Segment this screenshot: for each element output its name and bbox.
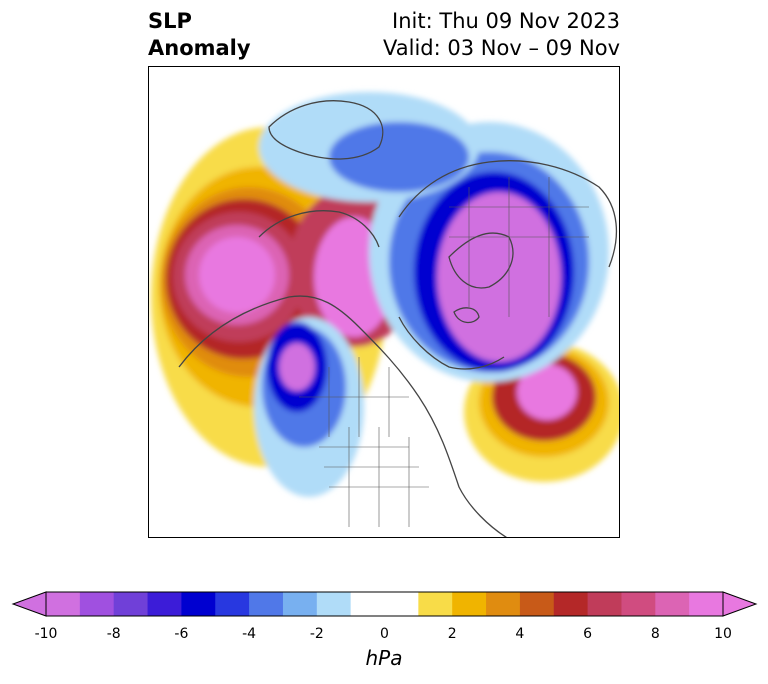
colorbar-tick-label: -2: [309, 626, 324, 642]
alaska-coast: [258, 210, 380, 248]
canada-low-ring-2: [329, 122, 469, 192]
colorbar-segment: [350, 592, 385, 616]
eurasia-coast: [398, 160, 618, 268]
colorbar-tick-label: -6: [174, 626, 189, 642]
colorbar-segment: [282, 592, 318, 616]
colorbar-extend-high: [722, 591, 758, 617]
colorbar-extend-low: [11, 591, 47, 617]
us-states: [319, 427, 429, 527]
colorbar-svg: [11, 591, 758, 617]
colorbar-segment: [316, 592, 352, 616]
anomaly-map-svg: [151, 92, 619, 537]
colorbar-segment: [655, 592, 690, 616]
iceland: [453, 307, 480, 324]
colorbar-frame: [45, 591, 724, 617]
colorbar-segment: [181, 592, 216, 616]
colorbar-segment: [587, 592, 622, 616]
map-title: SLP Anomaly: [148, 8, 251, 62]
high-core: [199, 237, 275, 313]
colorbar-tick-label: -8: [106, 626, 121, 642]
colorbar: [10, 590, 758, 628]
colorbar-segment: [113, 592, 149, 616]
colorbar-segment: [147, 592, 182, 616]
title-type: Anomaly: [148, 36, 251, 60]
colorbar-tick-label: 10: [714, 626, 732, 642]
colorbar-segment: [79, 592, 115, 616]
colorbar-segment: [249, 592, 284, 616]
colorbar-tick-label: -10: [34, 626, 58, 642]
atl-high-core: [517, 364, 577, 420]
colorbar-segment: [46, 592, 81, 616]
valid-range: Valid: 03 Nov – 09 Nov: [383, 36, 620, 60]
russia-regions: [449, 177, 589, 317]
north-america-coast: [178, 295, 508, 537]
colorbar-tick-label: 2: [447, 626, 457, 642]
colorbar-segment: [553, 592, 589, 616]
coastlines: [178, 100, 618, 537]
canada-archipelago: [268, 100, 384, 160]
colorbar-segment: [452, 592, 487, 616]
title-variable: SLP: [148, 9, 192, 33]
colorbar-segment: [215, 592, 250, 616]
eurasia-low-core: [437, 192, 561, 362]
colorbar-segment: [384, 592, 419, 616]
anomaly-map: [148, 66, 620, 538]
colorbar-tick-label: 6: [583, 626, 593, 642]
init-date: Init: Thu 09 Nov 2023: [392, 9, 620, 33]
map-dates: Init: Thu 09 Nov 2023 Valid: 03 Nov – 09…: [383, 8, 620, 62]
greenland-coast: [448, 232, 514, 289]
anomaly-fill: [151, 92, 619, 497]
borders: [299, 177, 589, 527]
colorbar-segment: [621, 592, 656, 616]
canada-provinces: [299, 357, 409, 437]
colorbar-segment: [519, 592, 555, 616]
colorbar-tick-label: 4: [515, 626, 525, 642]
europe-coast: [398, 316, 505, 370]
colorbar-tick-label: -4: [242, 626, 257, 642]
colorbar-units: hPa: [365, 646, 403, 670]
colorbar-segment: [689, 592, 724, 616]
colorbar-tick-label: 8: [650, 626, 660, 642]
colorbar-segment: [486, 592, 521, 616]
colorbar-segment: [418, 592, 453, 616]
colorbar-tick-label: 0: [380, 626, 389, 642]
na-low-core: [279, 343, 315, 391]
